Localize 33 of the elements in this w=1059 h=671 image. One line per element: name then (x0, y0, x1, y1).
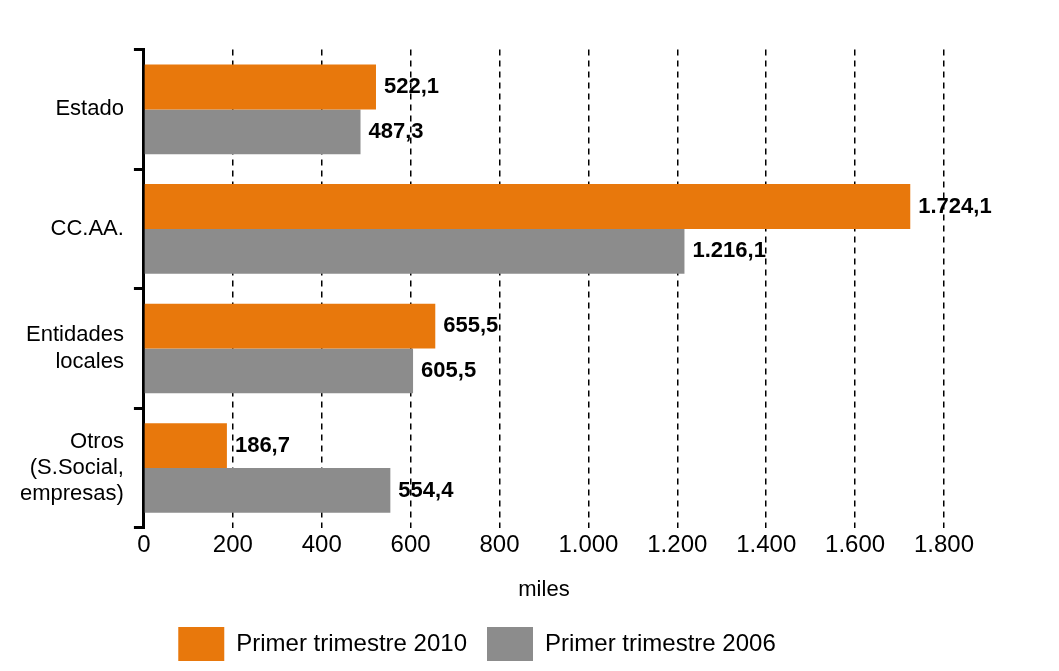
data-label: 1.216,1 (692, 237, 766, 263)
bar (144, 423, 227, 469)
y-tick-label: Otros (S.Social, empresas) (20, 427, 124, 506)
data-label: 186,7 (234, 431, 290, 457)
bar (144, 228, 685, 274)
x-axis-title: miles (518, 575, 570, 601)
x-tick-label: 0 (137, 529, 151, 557)
x-tick-label: 1.800 (913, 529, 975, 557)
bar (144, 184, 911, 229)
x-tick-label: 800 (479, 529, 520, 557)
y-tick-label: CC.AA. (50, 214, 124, 240)
x-tick-label: 200 (212, 529, 253, 557)
data-label: 655,5 (443, 312, 499, 338)
bar (144, 468, 391, 513)
bar (144, 303, 436, 349)
data-label: 605,5 (421, 356, 477, 382)
data-label: 487,3 (368, 117, 424, 143)
bar (144, 348, 414, 394)
data-label: 554,4 (398, 476, 455, 502)
x-tick-label: 1.400 (736, 529, 797, 557)
legend-label: Primer trimestre 2006 (545, 628, 776, 656)
x-tick-label: 400 (301, 529, 342, 557)
y-tick-label: Entidades locales (26, 321, 124, 373)
x-tick-label: 600 (390, 529, 431, 557)
x-tick-label: 1.200 (647, 529, 708, 557)
data-label: 1.724,1 (918, 192, 992, 218)
bar (144, 109, 361, 155)
legend-label: Primer trimestre 2010 (236, 628, 467, 656)
data-label: 522,1 (383, 73, 440, 99)
bar (144, 64, 376, 110)
x-tick-label: 1.600 (825, 529, 886, 557)
x-tick-label: 1.000 (558, 529, 619, 557)
y-tick-label: Estado (55, 95, 124, 121)
